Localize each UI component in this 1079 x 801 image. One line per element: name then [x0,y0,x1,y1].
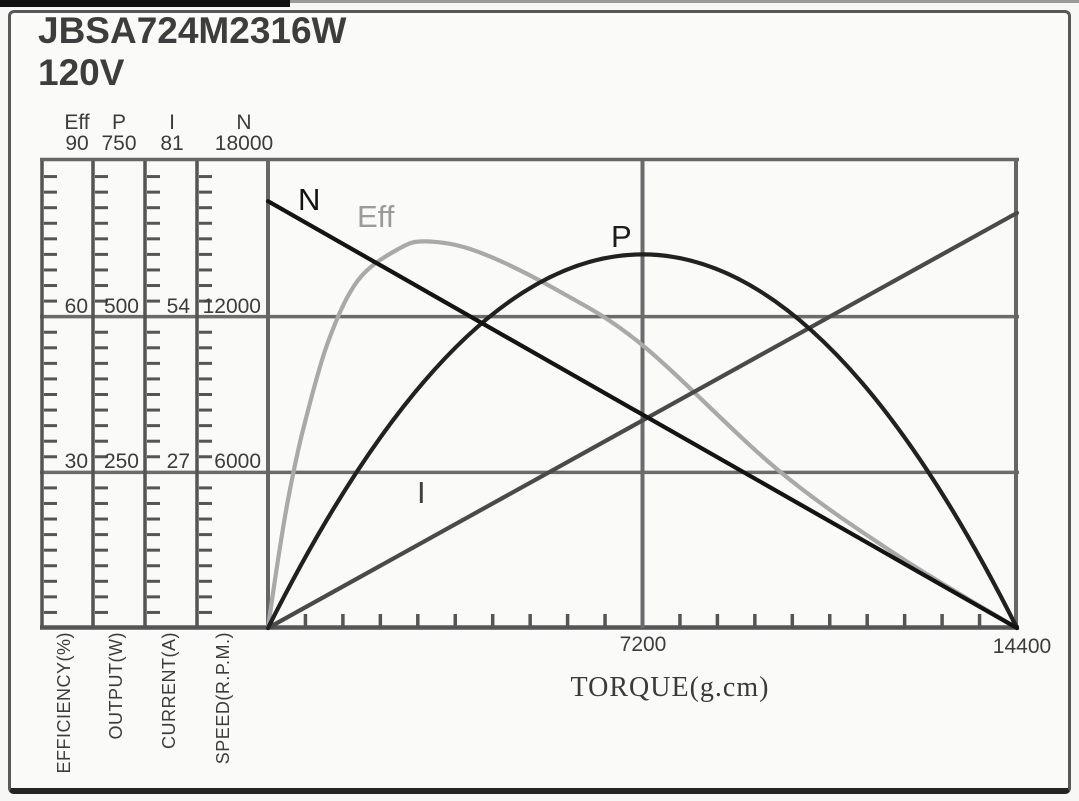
axis-title-p: OUTPUT(W) [106,632,126,740]
curve-label-power: P [611,219,632,254]
axis-header-i: I 81 [112,112,232,154]
x-axis-title: TORQUE(g.cm) [570,672,770,703]
x-tick-label-14400: 14400 [992,635,1052,658]
x-axis-ticks [303,614,982,627]
title-block: JBSA724M2316W 120V [38,10,346,94]
curve-label-efficiency: Eff [357,199,395,234]
axis-value-i-lower: 27 [166,450,190,474]
axis-header-n: N 18000 [184,112,304,154]
axis-value-eff-upper: 60 [64,294,88,318]
x-tick-label-7200: 7200 [619,633,667,656]
axis-header-max: 81 [160,132,184,155]
axis-title-i: CURRENT(A) [159,632,179,749]
axis-value-p-lower: 250 [103,450,139,474]
axis-header-eff: Eff 90 [17,112,137,154]
axis-title-eff: EFFICIENCY(%) [54,632,74,774]
axis-header-max: 18000 [214,132,274,155]
axis-header-p: P 750 [59,112,179,154]
axis-header-name: Eff [64,111,90,134]
ruler-axis-i [143,161,160,628]
curve-p [265,252,1020,631]
axis-value-n-upper: 12000 [202,294,261,318]
grid [40,157,1019,630]
axis-header-max: 90 [65,132,89,155]
axis-header-name: N [236,111,252,134]
ruler-axis-p [91,161,108,628]
page-title: JBSA724M2316W [38,10,347,51]
curve-eff [265,239,1020,631]
top-border-segment [0,0,290,7]
curve-label-speed: N [298,182,321,217]
axis-header-name: P [111,111,126,134]
top-border-line [290,0,1079,3]
axis-value-eff-lower: 30 [64,450,88,474]
axis-header-max: 750 [101,132,137,155]
axis-value-n-lower: 6000 [214,450,261,474]
curve-label-current: I [417,475,426,510]
ruler-axis-eff [40,161,57,628]
axis-title-n: SPEED(R.P.M.) [213,632,233,765]
curve-i [265,210,1020,631]
page-frame [8,10,1071,794]
axis-value-i-upper: 54 [166,294,190,318]
ruler-axis-n [195,161,212,628]
curve-n [265,199,1020,631]
axis-value-p-upper: 500 [103,294,139,318]
voltage-label: 120V [38,52,125,93]
axis-header-name: I [169,111,175,134]
